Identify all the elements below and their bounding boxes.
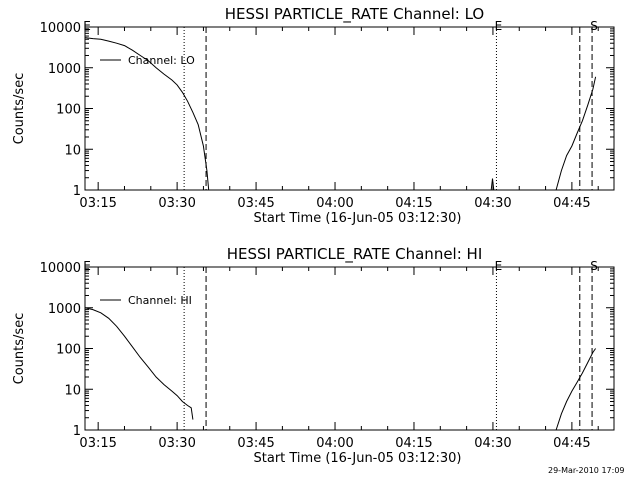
series-line — [84, 37, 210, 191]
x-tick-label: 03:30 — [158, 196, 195, 211]
marker-label: E — [495, 259, 503, 273]
marker-label: E — [83, 19, 91, 33]
legend-label: Channel: LO — [128, 54, 195, 67]
x-axis-label: Start Time (16-Jun-05 03:12:30) — [254, 211, 462, 226]
x-axis-label: Start Time (16-Jun-05 03:12:30) — [254, 451, 462, 466]
x-tick-label: 03:45 — [237, 196, 274, 211]
chart-title: HESSI PARTICLE_RATE Channel: HI — [227, 245, 483, 264]
plot-frame — [84, 26, 615, 191]
timestamp: 29-Mar-2010 17:09 — [548, 466, 625, 475]
x-tick-label: 03:15 — [79, 196, 116, 211]
y-tick-label: 1 — [73, 424, 81, 439]
series-line — [555, 76, 597, 191]
x-tick-label: 03:45 — [237, 436, 274, 451]
x-tick-label: 04:15 — [395, 436, 432, 451]
marker-label: E — [83, 259, 91, 273]
x-tick-label: 03:30 — [158, 436, 195, 451]
series-line — [84, 307, 194, 420]
x-tick-label: 04:30 — [474, 196, 511, 211]
marker-label: S — [590, 19, 598, 33]
x-tick-label: 04:00 — [316, 196, 353, 211]
y-tick-label: 100 — [56, 343, 81, 358]
legend-label: Channel: HI — [128, 294, 192, 307]
x-tick-label: 04:45 — [553, 196, 590, 211]
y-tick-label: 1 — [73, 184, 81, 199]
marker-label: E — [495, 19, 503, 33]
chart-title: HESSI PARTICLE_RATE Channel: LO — [225, 5, 484, 24]
x-tick-label: 04:45 — [553, 436, 590, 451]
y-tick-label: 1000 — [48, 302, 81, 317]
series-line — [555, 348, 597, 431]
series-line — [490, 178, 495, 191]
y-tick-label: 100 — [56, 103, 81, 118]
y-tick-label: 10000 — [40, 21, 81, 36]
y-tick-label: 10 — [64, 143, 81, 158]
chart-panel-1: HESSI PARTICLE_RATE Channel: LO 1 10 100 100… — [12, 5, 615, 226]
y-tick-label: 1000 — [48, 62, 81, 77]
y-axis-label: Counts/sec — [12, 313, 27, 385]
marker-label: S — [590, 259, 598, 273]
chart-panel-2: HESSI PARTICLE_RATE Channel: HI 1 10 100 100… — [12, 245, 615, 466]
x-tick-label: 04:30 — [474, 436, 511, 451]
x-tick-label: 03:15 — [79, 436, 116, 451]
x-tick-label: 04:00 — [316, 436, 353, 451]
x-tick-label: 04:15 — [395, 196, 432, 211]
y-tick-label: 10000 — [40, 261, 81, 276]
y-axis-label: Counts/sec — [12, 73, 27, 145]
plot-frame — [84, 266, 615, 431]
y-tick-label: 10 — [64, 383, 81, 398]
